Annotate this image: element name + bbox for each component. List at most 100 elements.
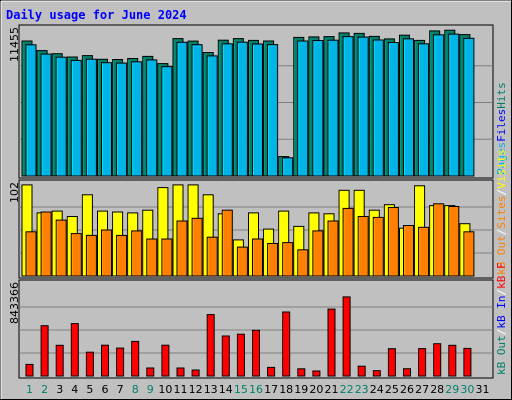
day-label-3: 3 [56,383,63,396]
scale-label: 843366 [8,282,21,324]
day-label-5: 5 [86,383,93,396]
bar-kb-f-day-27 [418,348,427,377]
bar-kb-f-day-2 [40,325,49,377]
day-label-2: 2 [41,383,48,396]
bar-files-day-28 [433,34,445,177]
day-label-17: 17 [264,383,278,396]
day-label-4: 4 [71,383,78,396]
bar-kb-f-day-12 [191,369,200,377]
series-files [25,33,475,177]
side-legend: kB Out/kB In/kB F [495,262,508,375]
bar-kb-f-day-19 [297,368,306,377]
side-legend-part: / [495,189,508,196]
bar-sites-day-30 [463,231,475,277]
bar-kb-f-day-25 [387,348,396,377]
bar-sites-day-16 [252,238,263,277]
day-label-7: 7 [117,383,124,396]
bar-files-day-18 [282,157,294,177]
day-label-6: 6 [102,383,109,396]
day-label-11: 11 [174,383,188,396]
bar-kb-f-day-30 [463,347,472,377]
chart-title: Daily usage for June 2024 [6,8,187,22]
side-legend-part: / [495,229,508,236]
bar-sites-day-5 [85,234,97,277]
day-label-19: 19 [294,383,308,396]
side-legend-part: kB Out [495,235,508,275]
bar-sites-day-19 [297,249,309,277]
side-legend-part: / [495,289,508,296]
day-label-26: 26 [400,383,414,396]
bar-kb-f-day-28 [433,343,442,377]
bar-sites-day-15 [236,246,248,277]
bar-kb-f-day-4 [70,323,79,377]
bar-sites-day-25 [387,207,399,277]
side-legend-part: / [495,329,508,336]
bar-files-day-8 [131,61,143,177]
day-label-31: 31 [476,383,490,396]
bar-kb-f-day-17 [267,366,276,377]
day-label-27: 27 [415,383,429,396]
bar-sites-day-9 [146,238,158,277]
bar-files-day-14 [221,43,233,177]
panel-3: 843366 kB Out/kB In/kB F [8,262,508,379]
day-label-28: 28 [430,383,444,396]
bar-sites-day-17 [267,243,279,277]
bar-sites-day-28 [433,203,445,277]
bar-sites-day-12 [191,217,203,277]
side-legend-part: kB Out [495,335,508,375]
bar-files-day-17 [267,44,279,177]
bar-kb-f-day-26 [403,368,411,377]
day-labels: 1 2 3 4 5 6 7 8 9 10 11 12 13 14 15 16 17 18 19 20 21 22 23 24 2… [26,383,490,396]
bar-kb-f-day-7 [116,347,125,377]
series-sites [25,203,475,277]
side-legend-part: Visits [495,149,508,189]
bar-kb-f-day-15 [236,333,245,377]
day-label-29: 29 [445,383,459,396]
bar-files-day-29 [448,33,460,177]
day-label-30: 30 [460,383,474,396]
bar-kb-f-day-22 [342,296,351,377]
side-legend-part: kB F [495,262,508,289]
bar-sites-day-4 [70,233,82,277]
side-legend-part: Sites [495,196,508,229]
day-label-22: 22 [340,383,354,396]
day-label-10: 10 [158,383,172,396]
bar-files-day-1 [25,44,37,177]
bar-kb-f-day-8 [131,340,140,377]
bar-kb-f-day-11 [176,367,185,377]
bar-sites-day-14 [221,209,233,277]
bar-sites-day-20 [312,230,324,277]
bar-files-day-10 [161,66,173,177]
bar-sites-day-29 [448,206,460,277]
bar-kb-f-day-14 [221,335,230,377]
bar-files-day-4 [70,59,82,177]
bar-sites-day-23 [357,216,369,277]
bar-files-day-5 [85,58,97,177]
day-label-18: 18 [279,383,293,396]
bar-files-day-9 [146,59,158,177]
bar-files-day-7 [116,62,128,177]
bar-sites-day-21 [327,220,339,277]
bar-files-day-16 [252,43,263,177]
bar-sites-day-11 [176,220,188,277]
bar-sites-day-6 [101,229,112,277]
day-label-16: 16 [249,383,263,396]
bar-kb-f-day-5 [85,351,94,377]
bar-files-day-3 [55,56,67,177]
bar-kb-f-day-9 [146,367,155,377]
bar-kb-f-day-13 [206,314,215,377]
bar-files-day-20 [312,40,324,177]
bar-files-day-6 [101,62,112,177]
bar-files-day-24 [372,39,384,177]
bar-kb-f-day-1 [25,363,34,377]
bar-sites-day-27 [418,226,430,277]
bar-sites-day-10 [161,238,173,277]
bar-kb-f-day-10 [161,344,170,377]
bar-sites-day-24 [372,216,384,277]
side-legend-part: Files [495,109,508,142]
bar-kb-f-day-23 [357,365,366,377]
bar-sites-day-1 [25,231,37,277]
bar-sites-day-2 [40,211,52,277]
